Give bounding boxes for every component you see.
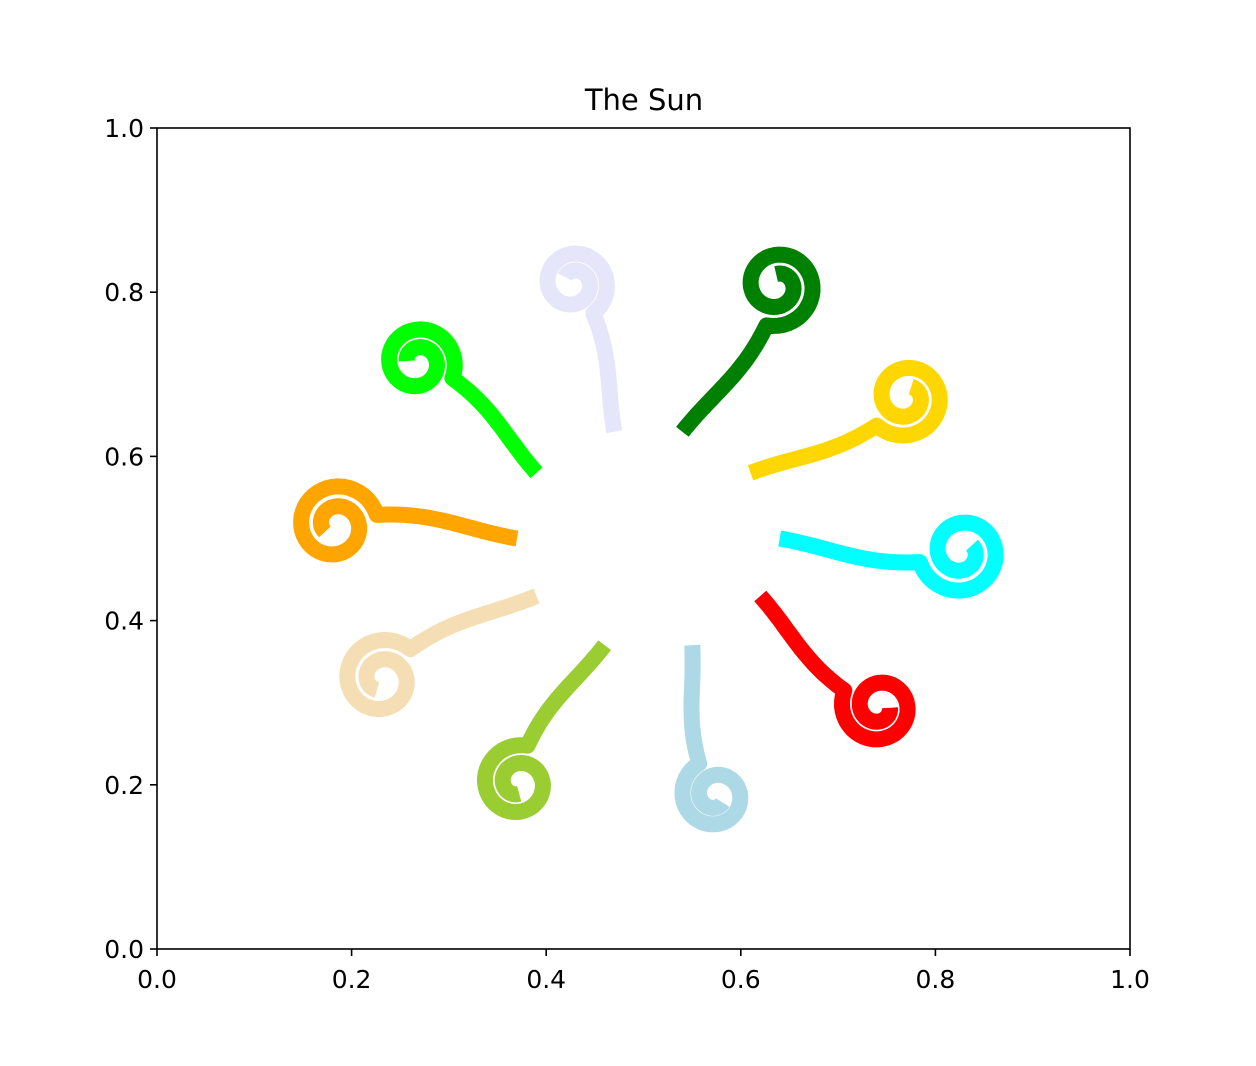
x-tick-label: 0.8 xyxy=(916,965,956,994)
x-tick-label: 1.0 xyxy=(1110,965,1150,994)
sun-ray-8 xyxy=(674,641,749,833)
sun-ray-3 xyxy=(539,245,623,436)
chart-title: The Sun xyxy=(584,83,703,117)
series-layer xyxy=(293,245,1004,833)
sun-ray-4 xyxy=(676,246,821,437)
y-tick-label: 1.0 xyxy=(104,114,144,143)
y-axis: 0.0 0.2 0.4 0.6 0.8 1.0 xyxy=(104,114,157,964)
sun-ray-6 xyxy=(776,514,1004,599)
x-tick-label: 0.2 xyxy=(332,965,372,994)
plot-frame xyxy=(156,127,1131,950)
y-tick-label: 0.2 xyxy=(104,771,144,800)
x-axis: 0.0 0.2 0.4 0.6 0.8 1.0 xyxy=(137,949,1150,994)
y-tick-label: 0.8 xyxy=(104,278,144,307)
y-tick-label: 0.6 xyxy=(104,442,144,471)
sun-ray-7 xyxy=(754,590,916,748)
sun-ray-10 xyxy=(339,588,541,718)
x-tick-label: 0.4 xyxy=(526,965,566,994)
sun-ray-1 xyxy=(293,478,521,563)
y-tick-label: 0.0 xyxy=(104,935,144,964)
y-tick-label: 0.4 xyxy=(104,607,144,636)
x-tick-label: 0.6 xyxy=(721,965,761,994)
x-tick-label: 0.0 xyxy=(137,965,177,994)
sun-ray-5 xyxy=(746,359,948,481)
sun-ray-2 xyxy=(381,321,543,479)
sun-ray-9 xyxy=(477,640,611,820)
